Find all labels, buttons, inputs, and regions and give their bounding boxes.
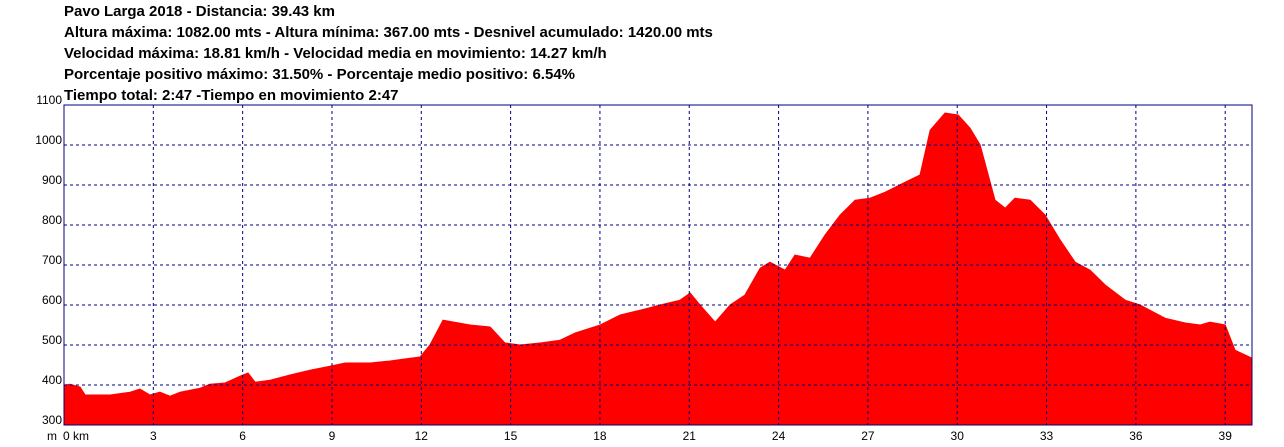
y-tick-label: 300 (42, 413, 62, 427)
x-tick-label: 33 (1040, 429, 1054, 443)
y-tick-label: 1100 (36, 93, 62, 107)
x-tick-label: 27 (861, 429, 875, 443)
x-tick-label: 6 (239, 429, 246, 443)
x-tick-label: 15 (504, 429, 518, 443)
x-tick-label: 30 (951, 429, 965, 443)
y-axis-label: m (47, 429, 57, 443)
x-tick-label: 3 (150, 429, 157, 443)
x-tick-label: 36 (1129, 429, 1143, 443)
subtitle: Porcentaje positivo máximo: 31.50% - Por… (64, 66, 575, 83)
x-tick-label: 39 (1219, 429, 1233, 443)
y-tick-label: 800 (42, 213, 62, 227)
subtitle: Velocidad máxima: 18.81 km/h - Velocidad… (64, 45, 607, 62)
x-tick-label: 24 (772, 429, 786, 443)
plot-border (63, 104, 1253, 426)
chart-title: Pavo Larga 2018 - Distancia: 39.43 km (64, 3, 335, 20)
subtitle: Tiempo total: 2:47 -Tiempo en movimiento… (64, 87, 399, 104)
y-tick-label: 600 (42, 293, 62, 307)
y-tick-label: 1000 (35, 133, 62, 147)
x-tick-label: 12 (415, 429, 429, 443)
y-tick-label: 900 (42, 173, 62, 187)
y-tick-label: 400 (42, 373, 62, 387)
x-tick-label: 18 (593, 429, 607, 443)
x-tick-label: 21 (683, 429, 697, 443)
y-tick-label: 700 (42, 253, 62, 267)
x-tick-label: 9 (329, 429, 336, 443)
x-tick-label: 0 km (63, 429, 89, 443)
subtitle: Altura máxima: 1082.00 mts - Altura míni… (64, 24, 713, 41)
y-tick-label: 500 (42, 333, 62, 347)
